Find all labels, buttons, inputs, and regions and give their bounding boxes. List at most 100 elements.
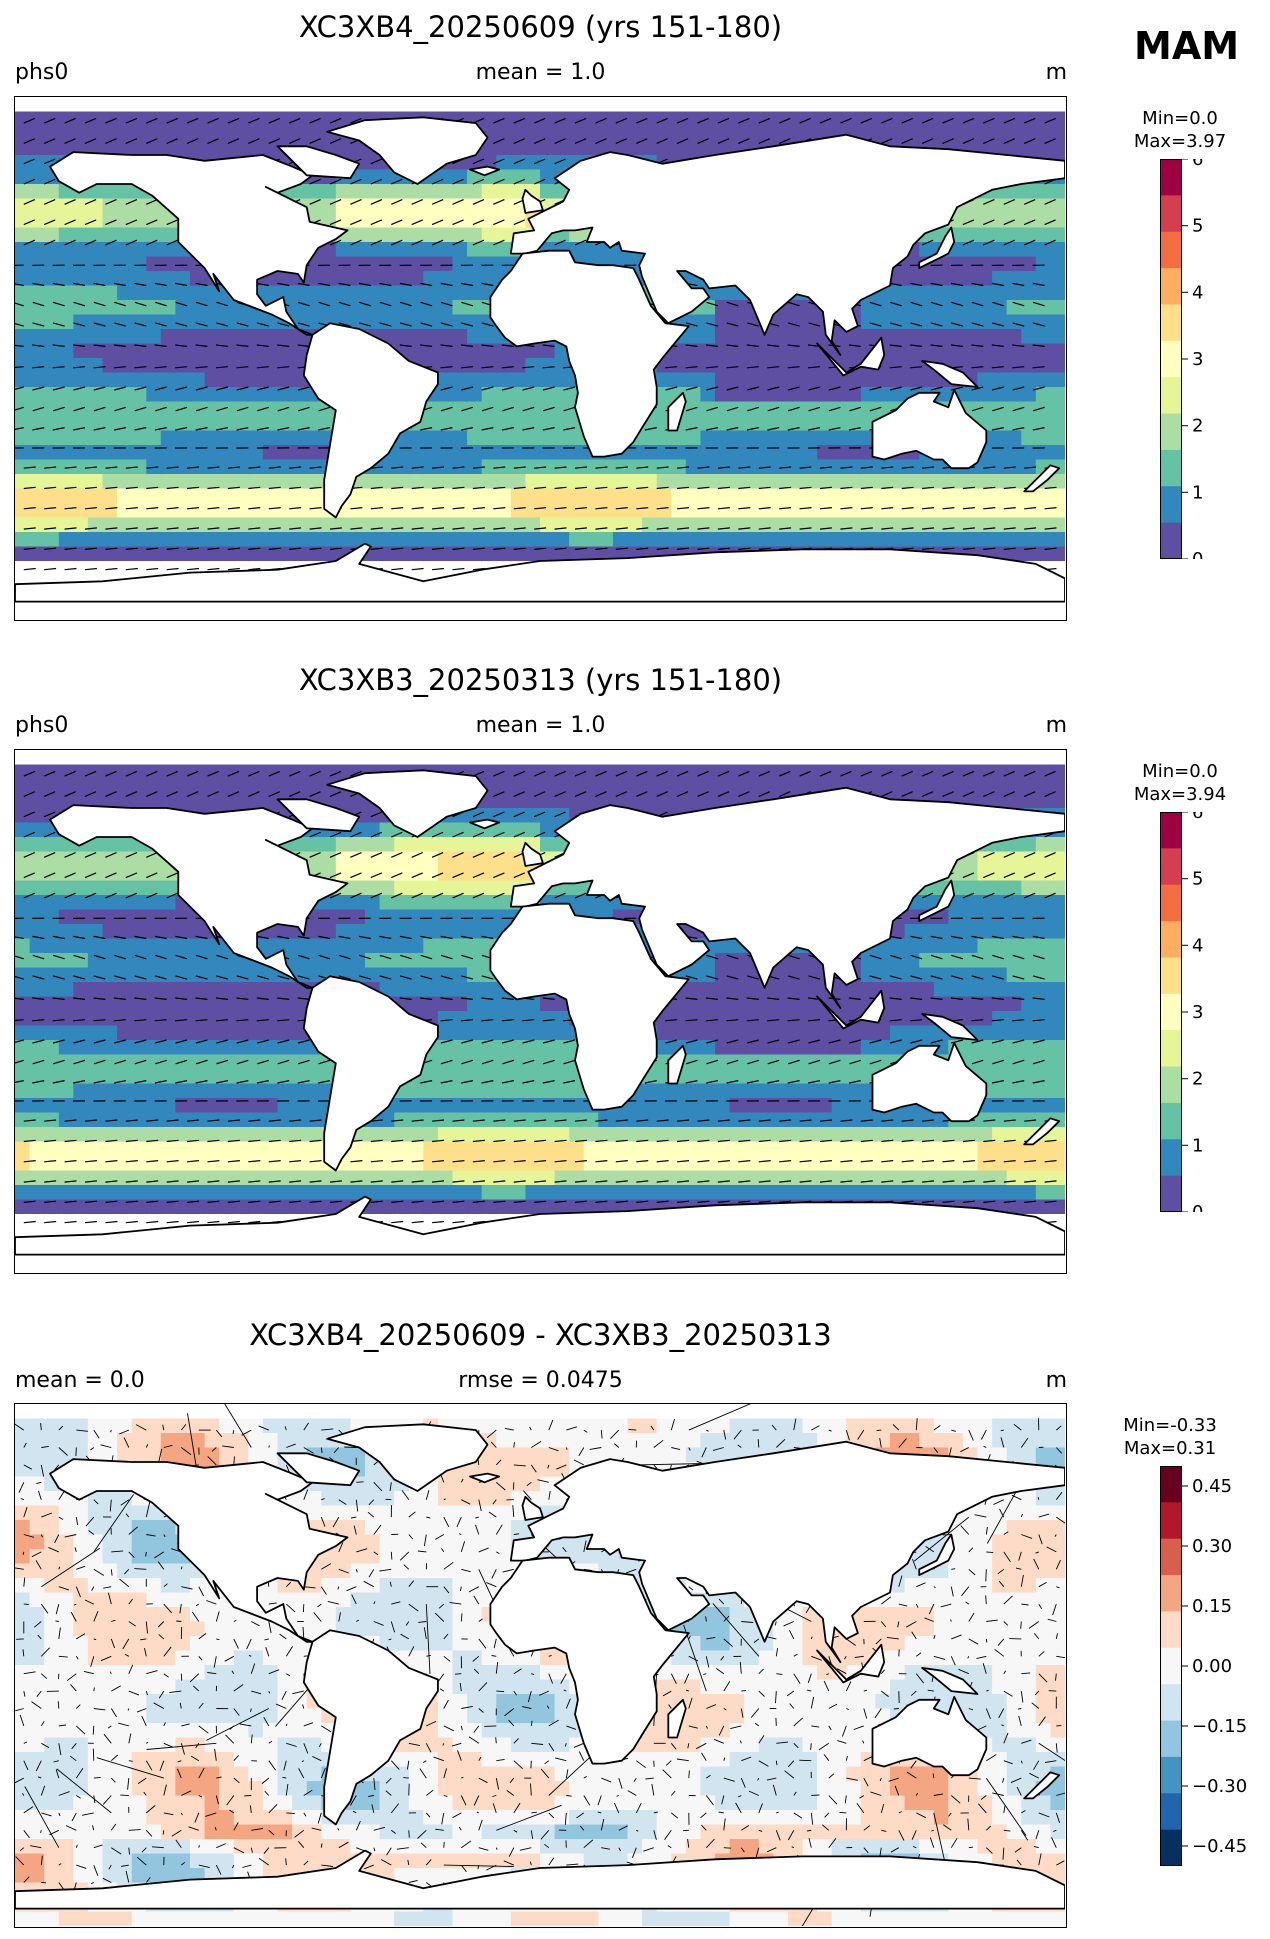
field-cell	[131, 1069, 147, 1085]
field-cell	[350, 532, 366, 548]
field-cell	[685, 329, 701, 345]
field-cell	[496, 430, 512, 446]
field-cell	[190, 517, 206, 533]
vector-arrow	[747, 406, 759, 412]
field-cell	[729, 387, 745, 403]
field-cell	[437, 372, 454, 388]
vector-arrow	[146, 486, 159, 490]
field-cell	[685, 430, 701, 446]
field-cell	[948, 285, 964, 301]
field-cell	[131, 895, 147, 911]
field-cell	[1021, 271, 1037, 287]
field-cell	[423, 97, 439, 113]
field-cell	[408, 343, 424, 359]
vector-arrow	[207, 117, 219, 124]
vector-arrow	[187, 527, 200, 530]
field-cell	[496, 604, 512, 619]
field-cell	[437, 488, 454, 504]
field-cell	[87, 1141, 104, 1157]
vector-arrow	[256, 386, 269, 391]
field-cell	[554, 503, 570, 519]
field-cell	[204, 996, 220, 1012]
vector-arrow	[574, 117, 587, 124]
field-cell	[58, 1141, 74, 1157]
vector-arrow	[215, 366, 228, 369]
field-cell	[569, 97, 585, 113]
field-cell	[1006, 401, 1022, 417]
field-cell	[87, 97, 104, 113]
field-cell	[160, 329, 176, 345]
vector-arrow	[554, 138, 566, 144]
vector-arrow	[513, 486, 526, 490]
vector-arrow	[134, 406, 147, 412]
vector-arrow	[268, 486, 281, 490]
field-cell	[102, 329, 118, 345]
field-cell	[452, 256, 468, 272]
field-cell	[467, 1170, 483, 1186]
field-cell	[525, 488, 541, 504]
field-cell	[540, 184, 556, 200]
vector-arrow	[309, 199, 321, 205]
land-antarctica	[15, 542, 1065, 603]
field-cell	[335, 213, 351, 229]
field-cell	[262, 329, 279, 345]
vector-arrow	[175, 322, 188, 327]
field-cell	[131, 416, 147, 432]
field-cell	[44, 227, 60, 243]
field-cell	[15, 1199, 31, 1215]
field-cell	[787, 532, 804, 548]
field-cell	[423, 866, 439, 882]
field-cell	[729, 97, 745, 113]
field-cell	[190, 779, 206, 795]
field-cell	[204, 329, 220, 345]
vector-arrow	[289, 466, 302, 469]
field-cell	[29, 459, 45, 475]
field-cell	[335, 851, 351, 867]
field-cell	[350, 271, 366, 287]
vector-arrow	[574, 527, 587, 530]
field-cell	[540, 126, 556, 142]
field-cell	[248, 517, 264, 533]
field-cell	[481, 793, 497, 809]
vector-arrow	[472, 507, 485, 510]
field-cell	[729, 445, 745, 461]
vector-arrow	[706, 386, 719, 391]
field-cell	[715, 604, 731, 619]
field-cell	[904, 314, 920, 330]
field-cell	[933, 314, 949, 330]
field-cell	[437, 822, 454, 838]
field-cell	[715, 474, 731, 490]
field-cell	[29, 416, 45, 432]
field-cell	[846, 387, 862, 403]
vector-arrow	[615, 486, 628, 490]
field-cell	[160, 97, 176, 113]
field-cell	[860, 517, 876, 533]
vector-arrow	[227, 507, 240, 510]
field-cell	[262, 779, 279, 795]
field-cell	[73, 953, 89, 969]
vector-arrow	[256, 427, 269, 431]
field-cell	[394, 546, 410, 562]
vector-arrow	[1032, 386, 1045, 391]
field-cell	[102, 445, 118, 461]
vector-arrow	[146, 507, 159, 510]
field-cell	[598, 604, 614, 619]
field-cell	[131, 198, 147, 214]
field-cell	[890, 343, 906, 359]
field-cell	[102, 895, 118, 911]
field-cell	[831, 430, 847, 446]
field-cell	[58, 387, 74, 403]
field-cell	[554, 387, 570, 403]
field-cell	[248, 1199, 264, 1215]
field-cell	[117, 1127, 133, 1143]
field-cell	[598, 97, 614, 113]
field-cell	[146, 1040, 162, 1056]
field-cell	[379, 938, 395, 954]
field-cell	[219, 532, 235, 548]
field-cell	[554, 604, 570, 619]
field-cell	[758, 111, 774, 127]
field-cell	[962, 488, 979, 504]
field-cell	[102, 1025, 118, 1041]
field-cell	[423, 880, 439, 896]
field-cell	[233, 387, 249, 403]
